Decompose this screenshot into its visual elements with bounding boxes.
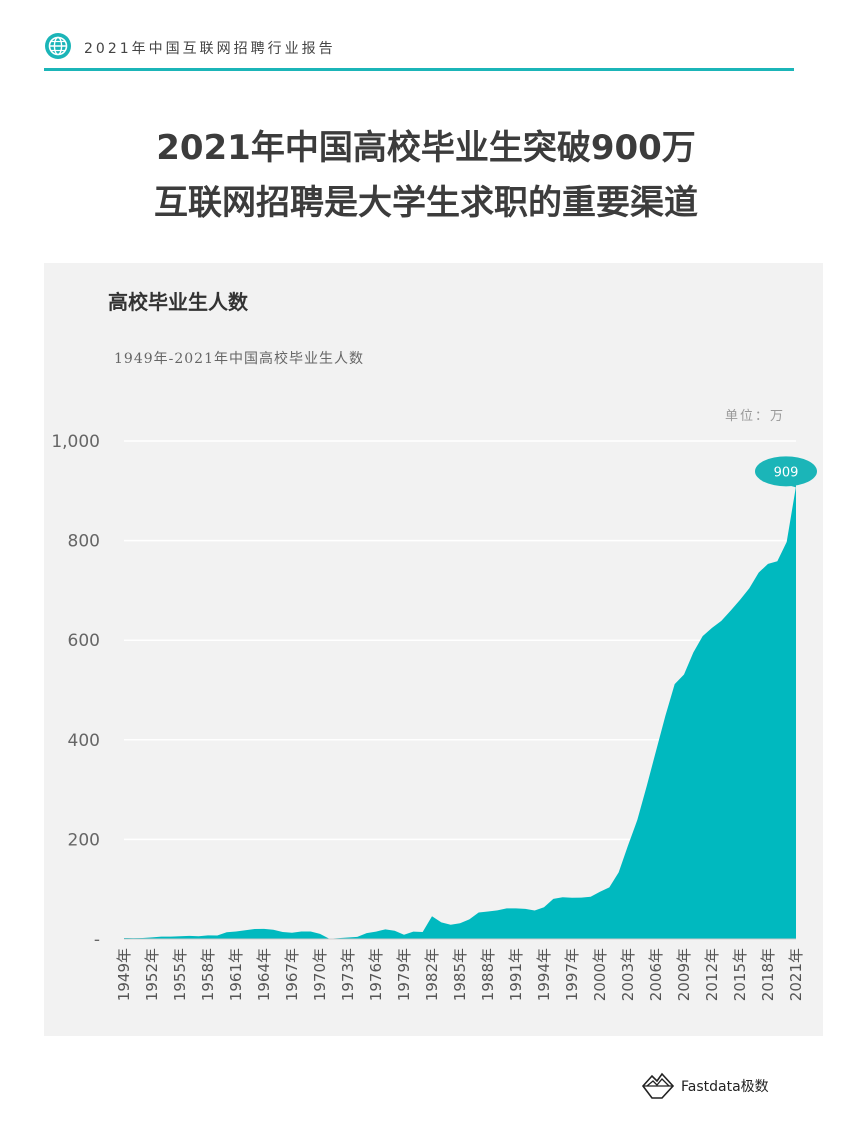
headline-line-1: 2021年中国高校毕业生突破900万 [156,128,696,168]
y-tick-label: 200 [68,830,100,850]
report-title: 2021年中国互联网招聘行业报告 [84,41,336,57]
callout-bubble [755,456,817,487]
x-tick-label: 1997年 [563,948,581,1001]
x-tick-label: 1991年 [507,948,525,1001]
x-tick-label: 1958年 [199,948,217,1001]
header-divider [44,68,794,71]
x-tick-label: 1955年 [171,948,189,1001]
report-header: 2021年中国互联网招聘行业报告 [44,32,794,64]
x-tick-label: 1973年 [339,948,357,1001]
y-axis-ticks: - 200 400 600 800 1,000 [51,432,100,950]
area-series [124,486,796,940]
x-tick-label: 1985年 [451,948,469,1001]
chart-title: 1949年-2021年中国高校毕业生人数 [114,351,364,367]
x-tick-label: 1970年 [311,948,329,1001]
x-tick-label: 2018年 [759,948,777,1001]
headline-line-2: 互联网招聘是大学生求职的重要渠道 [154,183,698,223]
peak-callout: 909 [755,456,817,488]
x-tick-label: 1994年 [535,948,553,1001]
x-tick-label: 2015年 [731,948,749,1001]
y-tick-label: 600 [68,631,100,651]
panel-title: 高校毕业生人数 [108,290,248,314]
x-tick-label: 1967年 [283,948,301,1001]
x-axis-ticks: 1949年 1952年 1955年 1958年 1961年 1964年 1967年 1970年… [115,948,805,1001]
x-tick-label: 1952年 [143,948,161,1001]
y-tick-label: 800 [68,532,100,552]
y-tick-label: - [94,930,100,950]
y-tick-label: 400 [68,731,100,751]
callout-pointer [782,481,796,488]
x-tick-label: 2000年 [591,948,609,1001]
x-tick-label: 1976年 [367,948,385,1001]
x-tick-label: 2009年 [675,948,693,1001]
x-tick-label: 1988年 [479,948,497,1001]
x-tick-label: 1982年 [423,948,441,1001]
x-tick-label: 1949年 [115,948,133,1001]
fastdata-logo: Fastdata极数 [641,1070,801,1104]
y-tick-label: 1,000 [51,432,100,452]
mountain-logo-icon [641,1072,675,1099]
unit-label: 单位：万 [725,409,786,424]
x-tick-label: 1964年 [255,948,273,1001]
logo-text: Fastdata极数 [681,1079,769,1095]
globe-icon [45,33,71,59]
x-tick-label: 2021年 [787,948,805,1001]
x-tick-label: 2006年 [647,948,665,1001]
callout-value: 909 [774,465,799,480]
x-tick-label: 2012年 [703,948,721,1001]
x-tick-label: 1961年 [227,948,245,1001]
x-tick-label: 2003年 [619,948,637,1001]
x-tick-label: 1979年 [395,948,413,1001]
series-area [124,486,796,939]
